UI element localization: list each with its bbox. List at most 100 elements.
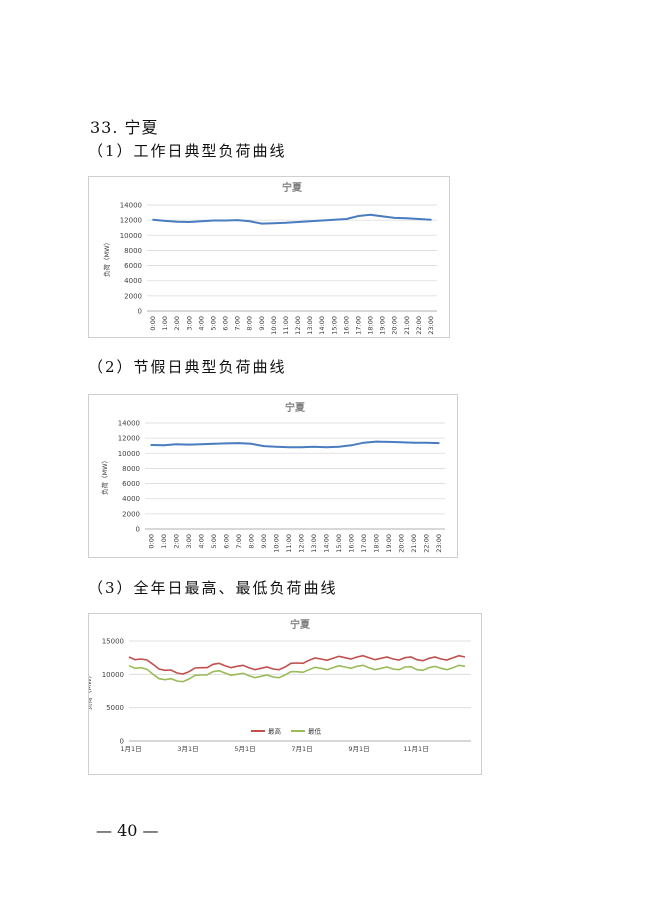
data-point: [333, 218, 336, 221]
x-tick-label: 14:00: [322, 534, 330, 553]
x-tick-label: 11:00: [285, 534, 293, 553]
x-tick-label: 17:00: [360, 534, 368, 553]
x-tick-label: 1:00: [160, 534, 168, 549]
data-point: [162, 444, 165, 447]
x-tick-label: 22:00: [415, 316, 423, 335]
data-point: [350, 444, 353, 447]
data-point: [262, 445, 265, 447]
data-point: [225, 442, 228, 445]
y-tick-label: 2000: [124, 292, 142, 300]
y-tick-label: 10000: [118, 450, 140, 458]
x-tick-label: 16:00: [347, 534, 355, 553]
y-tick-label: 14000: [118, 420, 140, 428]
data-point: [285, 221, 287, 224]
series-line: [128, 654, 466, 675]
x-tick-label: 3:00: [185, 316, 193, 331]
chart-holiday: 宁夏 0 2000 4000 6000 8000 10000 12000 14000 负荷（MW）…: [88, 394, 458, 558]
x-tick-label: 23:00: [427, 316, 435, 335]
x-tick-label: 3月1日: [177, 745, 198, 753]
x-tick-label: 12:00: [294, 316, 302, 335]
data-point: [212, 219, 215, 222]
data-point: [272, 222, 275, 225]
data-point: [200, 443, 203, 446]
data-point: [437, 442, 440, 444]
data-point: [375, 440, 378, 443]
chart-annual-svg: 宁夏 0 5000 10000 15000 负荷（MW） 1月1日 3月1日 5月1日 7月1日 9…: [89, 618, 471, 753]
data-point: [312, 445, 315, 448]
chart-holiday-svg: 宁夏 0 2000 4000 6000 8000 10000 12000 14000 负荷（MW）…: [100, 401, 445, 553]
y-tick-label: 15000: [102, 638, 124, 646]
chart-annual: 宁夏 0 5000 10000 15000 负荷（MW） 1月1日 3月1日 5月1日 7月1日 9…: [88, 613, 482, 775]
data-point: [357, 215, 360, 217]
data-point: [164, 220, 167, 222]
data-point: [300, 446, 303, 449]
y-tick-label: 10000: [120, 232, 142, 240]
x-tick-label: 6:00: [222, 316, 230, 331]
x-tick-label: 18:00: [367, 316, 375, 335]
y-tick-label: 12000: [120, 217, 142, 225]
y-tick-label: 6000: [122, 480, 140, 488]
x-tick-label: 16:00: [342, 316, 350, 335]
x-tick-label: 9:00: [260, 534, 268, 549]
chart-title: 宁夏: [285, 401, 306, 414]
data-point: [309, 220, 312, 223]
x-tick-label: 5:00: [210, 534, 218, 549]
data-point: [362, 441, 365, 444]
data-point: [405, 217, 408, 220]
data-point: [297, 221, 299, 223]
x-tick-label: 11月1日: [403, 745, 428, 753]
x-tick-label: 12:00: [297, 534, 305, 553]
data-point: [150, 444, 153, 446]
data-point: [337, 445, 340, 448]
y-axis-label: 负荷（MW）: [100, 457, 109, 495]
x-tick-label: 14:00: [318, 316, 326, 335]
data-point: [250, 442, 253, 445]
x-tick-label: 20:00: [391, 316, 399, 335]
data-point: [321, 219, 324, 222]
y-axis-label: 负荷（MW）: [89, 672, 93, 710]
chart-workday-svg: 宁夏 0 2000 4000 6000 8000 10000 12000 14000 负荷（MW）…: [102, 181, 437, 335]
series-line: [128, 664, 466, 683]
y-axis-label: 负荷（MW）: [102, 239, 111, 277]
x-tick-label: 1月1日: [120, 745, 141, 753]
x-tick-label: 13:00: [306, 316, 314, 335]
section-title: 33. 宁夏: [90, 118, 159, 137]
x-tick-label: 6:00: [222, 534, 230, 549]
legend-label: 最低: [308, 727, 322, 736]
subtitle-workday: （1）工作日典型负荷曲线: [88, 142, 287, 160]
x-tick-label: 23:00: [435, 534, 443, 553]
y-tick-label: 2000: [122, 510, 140, 518]
data-point: [369, 213, 372, 216]
data-point: [325, 446, 328, 449]
legend-label: 最高: [268, 727, 282, 736]
y-tick-label: 6000: [124, 262, 142, 270]
series-line: [152, 213, 432, 225]
y-tick-label: 8000: [122, 465, 140, 473]
x-tick-label: 7:00: [234, 316, 242, 331]
y-tick-label: 4000: [122, 495, 140, 503]
data-point: [188, 221, 191, 223]
x-tick-label: 17:00: [354, 316, 362, 335]
subtitle-annual: （3）全年日最高、最低负荷曲线: [88, 579, 338, 597]
x-tick-label: 5月1日: [234, 745, 255, 753]
data-point: [176, 220, 179, 223]
y-tick-label: 4000: [124, 277, 142, 285]
data-point: [260, 222, 263, 225]
chart-title: 宁夏: [282, 181, 303, 194]
x-tick-label: 0:00: [147, 534, 155, 549]
y-tick-label: 14000: [120, 202, 142, 210]
x-tick-label: 15:00: [330, 316, 338, 335]
x-tick-label: 21:00: [410, 534, 418, 553]
data-point: [425, 441, 428, 444]
data-point: [175, 443, 178, 446]
y-tick-label: 12000: [118, 435, 140, 443]
x-tick-label: 3:00: [185, 534, 193, 549]
x-tick-label: 10:00: [272, 534, 280, 553]
x-tick-label: 21:00: [403, 316, 411, 335]
data-point: [200, 220, 203, 223]
data-point: [400, 441, 403, 444]
series-line: [151, 440, 439, 449]
data-point: [287, 446, 290, 449]
x-tick-label: 9:00: [258, 316, 266, 331]
y-tick-label: 0: [136, 526, 140, 534]
